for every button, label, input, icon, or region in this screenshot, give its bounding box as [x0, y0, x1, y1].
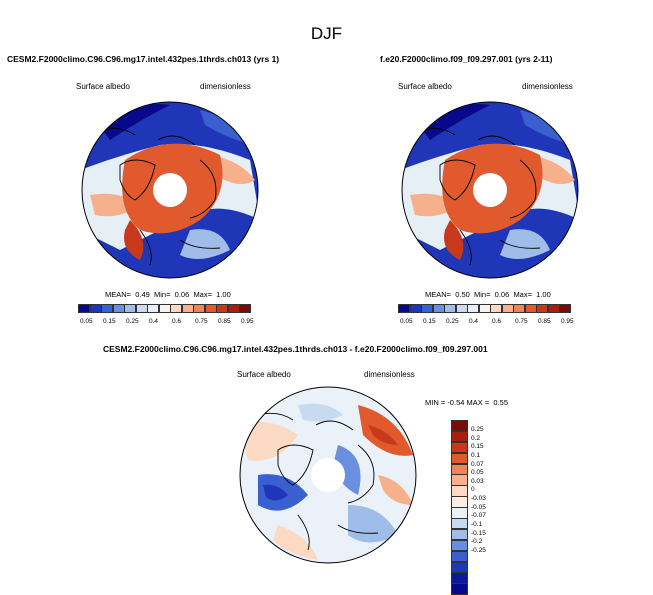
panel1-colorbar-tick: 0.4	[149, 318, 159, 325]
panel1-colorbar-ticks: 0.05 0.15 0.25 0.4 0.6 0.75 0.85 0.95	[78, 318, 258, 328]
panel2-colorbar-swatch	[409, 304, 422, 313]
panel2-colorbar-swatch	[490, 304, 502, 313]
panel1-stats: MEAN= 0.49 Min= 0.06 Max= 1.00	[105, 290, 231, 299]
panel2-stats: MEAN= 0.50 Min= 0.06 Max= 1.00	[425, 290, 551, 299]
diff-colorbar-swatch	[451, 441, 468, 454]
panel2-colorbar-tick: 0.05	[400, 318, 413, 325]
diff-colorbar-tick: 0.03	[471, 477, 484, 485]
diff-colorbar-tick: 0.05	[471, 469, 484, 477]
panel1-colorbar-swatch	[170, 304, 182, 313]
panel2-units-label: dimensionless	[522, 82, 573, 91]
diff-colorbar	[451, 420, 468, 595]
diff-colorbar-swatch	[451, 496, 468, 508]
panel2-colorbar-tick: 0.75	[515, 318, 528, 325]
panel2-colorbar-swatch	[432, 304, 445, 313]
diff-colorbar-tick: 0.2	[471, 434, 481, 442]
diff-colorbar-swatch	[451, 539, 468, 552]
panel1-colorbar-swatch	[227, 304, 240, 313]
panel2-colorbar-ticks: 0.05 0.15 0.25 0.4 0.6 0.75 0.85 0.95	[398, 318, 578, 328]
panel1-colorbar	[78, 304, 251, 313]
diff-colorbar-swatch	[451, 420, 468, 432]
panel2-colorbar-swatch	[455, 304, 468, 313]
panel2-colorbar-swatch	[547, 304, 560, 313]
diff-colorbar-swatch	[451, 507, 468, 519]
panel1-colorbar-swatch	[181, 304, 194, 313]
panel2-colorbar-swatch	[478, 304, 491, 313]
diff-colorbar-tick: 0	[471, 486, 475, 494]
panel1-colorbar-swatch	[124, 304, 136, 313]
panel2-title: f.e20.F2000climo.f09_f09.297.001 (yrs 2-…	[380, 54, 553, 64]
panel2-colorbar-swatch	[559, 304, 571, 313]
panel2-colorbar-swatch	[398, 304, 410, 313]
panel1-colorbar-tick: 0.25	[126, 318, 139, 325]
panel2-colorbar-swatch	[501, 304, 514, 313]
panel1-colorbar-swatch	[89, 304, 102, 313]
diff-colorbar-tick: -0.05	[471, 503, 486, 511]
diff-colorbar-tick: 0.1	[471, 451, 481, 459]
diff-colorbar-tick: -0.15	[471, 529, 486, 537]
panel1-polar-map	[81, 101, 259, 279]
panel2-colorbar-swatch	[444, 304, 456, 313]
diff-colorbar-tick: -0.25	[471, 546, 486, 554]
panel1-colorbar-tick: 0.75	[195, 318, 208, 325]
diff-colorbar-ticks: 0.25 0.2 0.15 0.1 0.07 0.05 0.03 0 -0.03 -0.05 -0.…	[471, 426, 486, 556]
diff-colorbar-swatch	[451, 474, 468, 486]
diff-colorbar-swatch	[451, 485, 468, 497]
season-title: DJF	[310, 24, 343, 43]
diff-colorbar-swatch	[451, 572, 468, 584]
panel1-colorbar-swatch	[112, 304, 125, 313]
panel2-variable-label: Surface albedo	[398, 82, 452, 91]
panel1-colorbar-swatch	[239, 304, 251, 313]
diff-polar-map	[239, 386, 417, 564]
panel1-colorbar-swatch	[216, 304, 228, 313]
panel2-colorbar-swatch	[524, 304, 537, 313]
panel1-variable-label: Surface albedo	[76, 82, 130, 91]
diff-colorbar-tick: -0.03	[471, 495, 486, 503]
diff-units-label: dimensionless	[364, 370, 415, 379]
panel1-colorbar-swatch	[204, 304, 217, 313]
diff-colorbar-swatch	[451, 583, 468, 595]
diff-colorbar-swatch	[451, 463, 468, 475]
panel1-colorbar-tick: 0.85	[218, 318, 231, 325]
panel1-colorbar-swatch	[78, 304, 90, 313]
diff-colorbar-tick: -0.07	[471, 512, 486, 520]
diff-colorbar-tick: 0.07	[471, 460, 484, 468]
panel2-colorbar-tick: 0.4	[469, 318, 479, 325]
panel1-colorbar-swatch	[193, 304, 205, 313]
diff-variable-label: Surface albedo	[237, 370, 291, 379]
panel2-colorbar-tick: 0.95	[561, 318, 574, 325]
panel2-colorbar-swatch	[513, 304, 525, 313]
panel2-colorbar-swatch	[467, 304, 479, 313]
panel2-colorbar-swatch	[536, 304, 548, 313]
panel2-colorbar-swatch	[421, 304, 433, 313]
diff-title: CESM2.F2000climo.C96.C96.mg17.intel.432p…	[103, 344, 488, 354]
diff-colorbar-swatch	[451, 452, 468, 465]
panel1-colorbar-tick: 0.95	[241, 318, 254, 325]
diff-colorbar-swatch	[451, 528, 468, 541]
diff-stats: MIN = -0.54 MAX = 0.55	[425, 398, 509, 407]
diff-colorbar-swatch	[451, 561, 468, 573]
diff-colorbar-tick: 0.15	[471, 443, 484, 451]
panel2-colorbar-tick: 0.15	[423, 318, 436, 325]
panel1-colorbar-swatch	[101, 304, 113, 313]
panel1-colorbar-tick: 0.05	[80, 318, 93, 325]
panel2-colorbar-tick: 0.6	[492, 318, 502, 325]
panel1-colorbar-tick: 0.15	[103, 318, 116, 325]
panel1-colorbar-swatch	[147, 304, 159, 313]
panel1-colorbar-tick: 0.6	[172, 318, 182, 325]
panel2-colorbar-tick: 0.85	[538, 318, 551, 325]
diff-colorbar-tick: -0.2	[471, 538, 483, 546]
diff-colorbar-tick: 0.25	[471, 426, 484, 433]
panel2-colorbar	[398, 304, 571, 313]
diff-colorbar-swatch	[451, 550, 468, 563]
panel2-polar-map	[401, 101, 579, 279]
diff-colorbar-swatch	[451, 430, 468, 443]
panel1-title: CESM2.F2000climo.C96.C96.mg17.intel.432p…	[7, 54, 280, 64]
panel1-units-label: dimensionless	[200, 82, 251, 91]
diff-colorbar-swatch	[451, 518, 468, 530]
diff-colorbar-tick: -0.1	[471, 521, 483, 529]
panel1-colorbar-swatch	[158, 304, 171, 313]
panel1-colorbar-swatch	[135, 304, 148, 313]
panel2-colorbar-tick: 0.25	[446, 318, 459, 325]
